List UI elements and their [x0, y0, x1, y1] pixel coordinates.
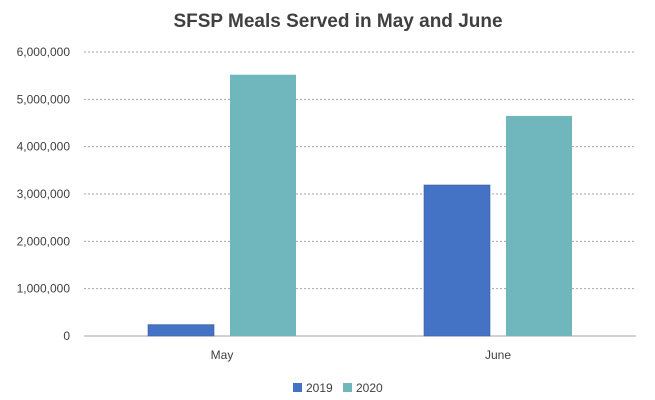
y-axis-ticks: 0 1,000,000 2,000,000 3,000,000 4,000,000 5,0…	[17, 45, 71, 343]
y-tick-label: 4,000,000	[17, 140, 71, 154]
legend: 2019 2020	[293, 381, 383, 395]
x-category-label: June	[485, 348, 511, 362]
y-tick-label: 3,000,000	[17, 187, 71, 201]
bar-2019-june	[423, 184, 491, 337]
y-tick-label: 1,000,000	[17, 282, 71, 296]
legend-label: 2019	[306, 381, 333, 395]
y-tick-label: 6,000,000	[17, 45, 71, 59]
y-tick-label: 2,000,000	[17, 234, 71, 248]
legend-swatch-2020	[343, 383, 352, 392]
legend-swatch-2019	[293, 383, 302, 392]
x-category-label: May	[211, 348, 234, 362]
legend-label: 2020	[356, 381, 383, 395]
bar-2020-may	[230, 74, 296, 336]
y-tick-label: 0	[63, 329, 70, 343]
x-axis-categories: May June	[211, 348, 512, 362]
gridlines	[84, 51, 636, 337]
y-tick-label: 5,000,000	[17, 92, 71, 106]
bar-2020-june	[506, 115, 572, 337]
bar-2019-may	[147, 324, 215, 337]
chart-title: SFSP Meals Served in May and June	[173, 11, 502, 32]
bars	[147, 74, 572, 337]
